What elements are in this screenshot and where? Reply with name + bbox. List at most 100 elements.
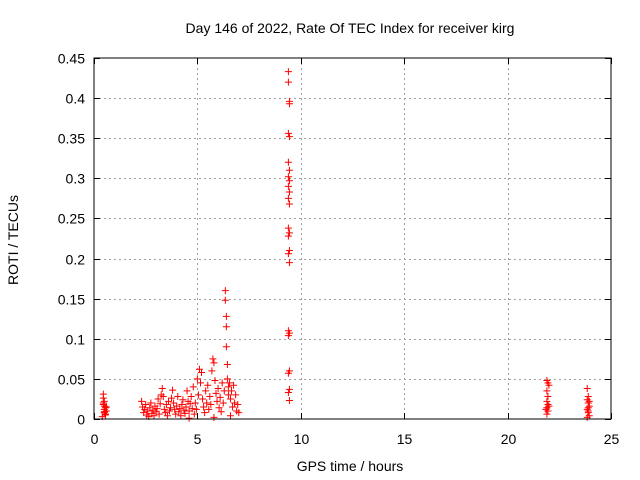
data-point bbox=[100, 397, 108, 405]
data-point bbox=[160, 405, 168, 413]
data-point bbox=[186, 400, 194, 408]
chart-title: Day 146 of 2022, Rate Of TEC Index for r… bbox=[186, 20, 515, 36]
y-axis-label: ROTI / TECUs bbox=[5, 195, 21, 285]
data-point bbox=[197, 379, 205, 387]
data-point bbox=[218, 379, 226, 387]
data-point bbox=[141, 405, 149, 413]
y-tick-label: 0.4 bbox=[66, 91, 86, 107]
data-point bbox=[215, 404, 223, 412]
data-point bbox=[168, 394, 176, 402]
data-point bbox=[138, 397, 146, 405]
y-tick-label: 0.15 bbox=[58, 292, 85, 308]
data-point bbox=[222, 312, 230, 320]
data-point bbox=[220, 387, 228, 395]
data-point bbox=[170, 399, 178, 407]
data-point bbox=[147, 399, 155, 407]
y-tick-label: 0.2 bbox=[66, 252, 86, 268]
data-point bbox=[284, 194, 292, 202]
data-point bbox=[223, 360, 231, 368]
data-point bbox=[100, 408, 108, 416]
data-point bbox=[235, 409, 243, 417]
data-point bbox=[542, 405, 550, 413]
data-point bbox=[226, 395, 234, 403]
x-tick-labels: 0 5 10 15 20 25 bbox=[91, 431, 620, 447]
data-point bbox=[285, 229, 293, 237]
data-point bbox=[198, 368, 206, 376]
data-point bbox=[285, 100, 293, 108]
data-point bbox=[222, 323, 230, 331]
data-point bbox=[210, 413, 218, 421]
data-point bbox=[284, 250, 292, 258]
data-point bbox=[284, 129, 292, 137]
data-point bbox=[167, 404, 175, 412]
x-tick-label: 0 bbox=[91, 431, 99, 447]
data-point bbox=[211, 376, 219, 384]
data-point bbox=[155, 410, 163, 418]
data-point bbox=[183, 387, 191, 395]
data-point bbox=[192, 405, 200, 413]
data-point bbox=[545, 402, 553, 410]
data-point bbox=[182, 403, 190, 411]
data-point bbox=[544, 393, 552, 401]
data-point bbox=[583, 405, 591, 413]
data-point bbox=[189, 383, 197, 391]
data-point bbox=[285, 247, 293, 255]
x-tick-label: 20 bbox=[501, 431, 517, 447]
data-point bbox=[219, 399, 227, 407]
data-point bbox=[285, 259, 293, 267]
data-point bbox=[142, 401, 150, 409]
data-point bbox=[176, 405, 184, 413]
y-tick-label: 0.3 bbox=[66, 171, 86, 187]
data-point bbox=[223, 375, 231, 383]
data-point bbox=[185, 414, 193, 422]
grid-lines bbox=[94, 58, 611, 419]
data-point bbox=[149, 406, 157, 414]
data-point bbox=[190, 410, 198, 418]
data-point bbox=[169, 386, 177, 394]
y-tick-label: 0.25 bbox=[58, 211, 85, 227]
data-point bbox=[175, 408, 183, 416]
data-point bbox=[284, 224, 292, 232]
x-axis-label: GPS time / hours bbox=[297, 458, 404, 474]
data-point bbox=[543, 397, 551, 405]
data-point bbox=[202, 387, 210, 395]
data-point bbox=[284, 332, 292, 340]
data-point bbox=[208, 367, 216, 375]
data-point bbox=[163, 412, 171, 420]
y-tick-label: 0.1 bbox=[66, 332, 86, 348]
data-point bbox=[200, 403, 208, 411]
data-point bbox=[284, 158, 292, 166]
data-point bbox=[284, 68, 292, 76]
data-point bbox=[543, 387, 551, 395]
data-point bbox=[284, 369, 292, 377]
data-point bbox=[224, 391, 232, 399]
data-point bbox=[181, 409, 189, 417]
data-point bbox=[543, 410, 551, 418]
data-point bbox=[226, 412, 234, 420]
data-point bbox=[234, 401, 242, 409]
data-point bbox=[584, 407, 592, 415]
data-point bbox=[583, 413, 591, 421]
data-point bbox=[222, 343, 230, 351]
data-point bbox=[231, 399, 239, 407]
data-point bbox=[230, 381, 238, 389]
data-point bbox=[206, 393, 214, 401]
data-point bbox=[199, 395, 207, 403]
data-point bbox=[544, 401, 552, 409]
data-point bbox=[158, 385, 166, 393]
data-point bbox=[216, 393, 224, 401]
data-point bbox=[188, 405, 196, 413]
data-point bbox=[221, 296, 229, 304]
data-point bbox=[174, 393, 182, 401]
y-tick-labels: 0 0.05 0.1 0.15 0.2 0.25 0.3 0.35 0.4 0.45 bbox=[58, 51, 85, 428]
data-point bbox=[154, 395, 162, 403]
data-point bbox=[164, 397, 172, 405]
data-point bbox=[193, 375, 201, 383]
data-points bbox=[98, 68, 593, 422]
y-tick-label: 0 bbox=[77, 412, 85, 428]
data-point bbox=[545, 381, 553, 389]
data-point bbox=[585, 397, 593, 405]
data-point bbox=[203, 399, 211, 407]
data-point bbox=[284, 173, 292, 181]
